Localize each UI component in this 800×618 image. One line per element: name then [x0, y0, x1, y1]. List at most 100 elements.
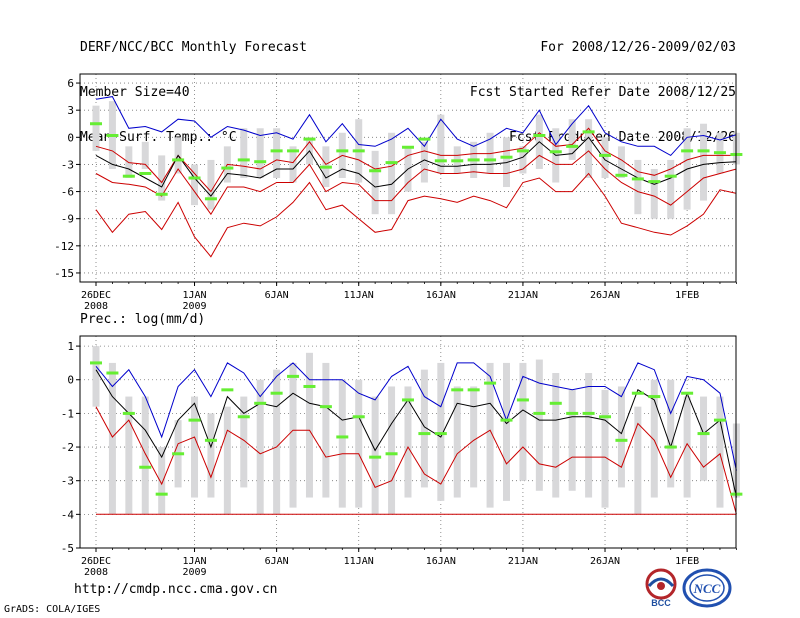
- plot-frame: [79, 335, 737, 549]
- range-bar: [388, 132, 396, 215]
- ensemble-marker: [155, 192, 168, 196]
- ensemble-marker: [451, 388, 464, 392]
- ensemble-marker: [270, 149, 283, 153]
- series-max-line: [95, 362, 737, 471]
- ensemble-marker: [352, 149, 365, 153]
- ensemble-marker: [369, 455, 382, 459]
- ensemble-marker: [122, 174, 135, 178]
- range-bar: [634, 159, 642, 215]
- x-tick-label: 21JAN: [508, 290, 538, 301]
- series-p25-line: [95, 406, 737, 515]
- ensemble-marker: [484, 381, 497, 385]
- ensemble-marker: [681, 391, 694, 395]
- x-tick-label: 26JAN: [590, 290, 620, 301]
- y-tick-label: -12: [54, 240, 74, 253]
- y-tick-label: -15: [54, 267, 74, 280]
- range-bar: [371, 150, 379, 215]
- ensemble-marker: [599, 415, 612, 419]
- range-bar: [125, 396, 133, 515]
- range-bar: [108, 362, 116, 515]
- ensemble-marker: [385, 452, 398, 456]
- ensemble-marker: [434, 432, 447, 436]
- ensemble-marker: [221, 388, 234, 392]
- range-bar: [420, 141, 428, 183]
- ensemble-marker: [549, 401, 562, 405]
- range-bar: [355, 379, 363, 508]
- range-bar: [634, 406, 642, 515]
- x-tick-label: 2009: [182, 567, 206, 578]
- range-bar: [716, 396, 724, 508]
- ensemble-marker: [615, 173, 628, 177]
- range-bar: [305, 352, 313, 498]
- range-bar: [322, 362, 330, 498]
- ensemble-marker: [631, 177, 644, 181]
- series-mean-line: [95, 369, 737, 498]
- ensemble-marker: [106, 133, 119, 137]
- range-bar: [437, 362, 445, 501]
- ensemble-marker: [90, 361, 102, 365]
- ensemble-marker: [697, 149, 710, 153]
- range-bar: [683, 396, 691, 498]
- ensemble-marker: [566, 411, 579, 415]
- x-tick-label: 11JAN: [344, 556, 374, 567]
- x-tick-label: 16JAN: [426, 556, 456, 567]
- ensemble-marker: [648, 395, 661, 399]
- ensemble-marker: [418, 137, 431, 141]
- range-bar: [207, 413, 215, 498]
- x-tick-label: 11JAN: [344, 290, 374, 301]
- series-max-line: [95, 96, 737, 157]
- y-tick-label: -3: [61, 475, 74, 488]
- x-tick-label: 26DEC: [81, 290, 111, 301]
- range-bar: [158, 447, 166, 515]
- bcc-logo-label: BCC: [651, 598, 671, 608]
- ensemble-marker: [681, 149, 694, 153]
- ensemble-marker: [664, 174, 677, 178]
- bcc-logo: BCC: [645, 568, 677, 608]
- ensemble-marker: [172, 158, 185, 162]
- ensemble-marker: [615, 438, 628, 442]
- ensemble-marker: [434, 159, 447, 163]
- x-tick-label: 2008: [84, 301, 108, 312]
- ensemble-marker: [467, 158, 480, 162]
- ensemble-marker: [204, 438, 217, 442]
- ensemble-marker: [500, 418, 513, 422]
- range-bar: [371, 396, 379, 515]
- range-bar: [601, 389, 609, 508]
- range-bar: [535, 359, 543, 491]
- y-tick-label: -2: [61, 441, 74, 454]
- ensemble-marker: [254, 160, 267, 164]
- range-bar: [92, 105, 100, 151]
- range-bar: [585, 119, 593, 178]
- ensemble-marker: [713, 418, 726, 422]
- source-url[interactable]: http://cmdp.ncc.cma.gov.cn: [74, 582, 278, 597]
- ensemble-marker: [697, 432, 710, 436]
- ensemble-marker: [106, 371, 119, 375]
- ensemble-marker: [336, 149, 349, 153]
- range-bar: [650, 379, 658, 498]
- range-bar: [420, 369, 428, 488]
- x-tick-label: 21JAN: [508, 556, 538, 567]
- ensemble-marker: [319, 405, 332, 409]
- series-p75-line: [95, 127, 737, 193]
- range-bar: [617, 386, 625, 488]
- range-bar: [256, 379, 264, 515]
- range-bar: [601, 137, 609, 178]
- ensemble-marker: [533, 411, 546, 415]
- ensemble-marker: [90, 122, 102, 126]
- range-bar: [141, 141, 149, 169]
- ensemble-marker: [385, 161, 398, 165]
- range-bar: [667, 159, 675, 219]
- range-bar: [388, 386, 396, 515]
- forecast-period: For 2008/12/26-2009/02/03: [540, 40, 736, 55]
- ensemble-marker: [549, 150, 562, 154]
- ensemble-marker: [204, 197, 217, 201]
- y-tick-label: -6: [61, 186, 74, 199]
- ensemble-marker: [401, 145, 414, 149]
- range-bar: [519, 362, 527, 481]
- ensemble-marker: [172, 452, 185, 456]
- x-tick-label: 26DEC: [81, 556, 111, 567]
- ensemble-marker: [254, 401, 267, 405]
- range-bar: [552, 373, 560, 498]
- ensemble-marker: [484, 158, 497, 162]
